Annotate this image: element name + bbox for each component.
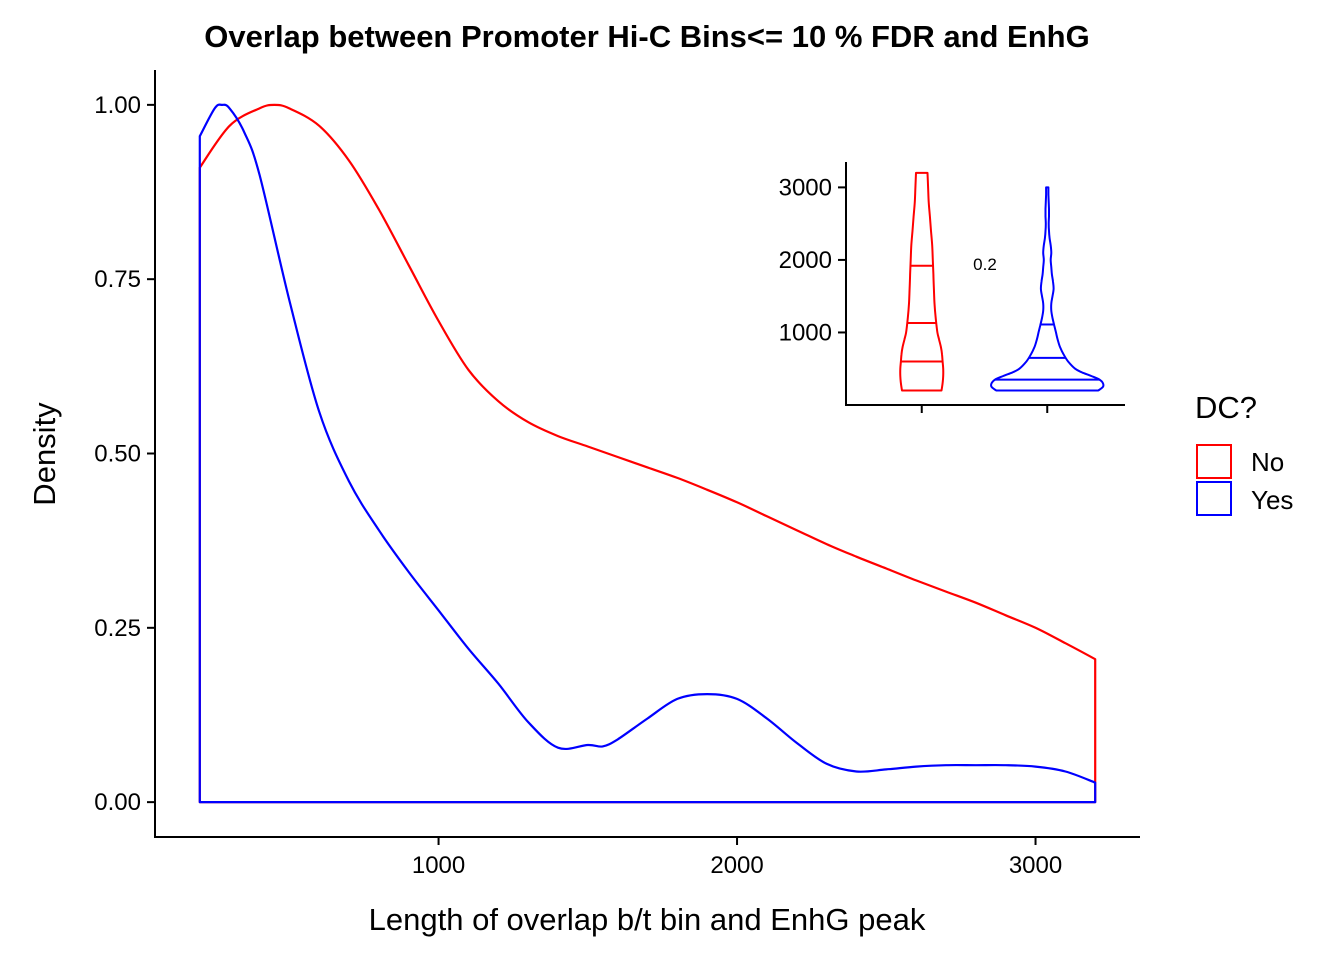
density-line-no <box>198 103 1097 804</box>
inset-violin-plot: 1000 2000 3000 0.2 <box>779 162 1125 413</box>
y-tick-label: 0.00 <box>94 789 141 816</box>
violin-yes <box>990 186 1105 392</box>
y-tick-label: 0.50 <box>94 441 141 468</box>
legend-key-no <box>1196 444 1232 479</box>
inset-y-tick-label: 1000 <box>779 319 832 346</box>
density-line-yes <box>198 103 1097 804</box>
y-tick-label: 0.25 <box>94 615 141 642</box>
main-plot-area: 0.00 0.25 0.50 0.75 1.00 1000 2000 3000 <box>94 70 1140 879</box>
chart-title: Overlap between Promoter Hi-C Bins<= 10 … <box>204 19 1089 54</box>
legend-label-yes: Yes <box>1251 485 1293 515</box>
inset-y-tick-label: 3000 <box>779 174 832 201</box>
inset-violins <box>899 171 1105 392</box>
x-tick-label: 2000 <box>710 852 763 879</box>
violin-no <box>899 171 945 392</box>
x-axis-title: Length of overlap b/t bin and EnhG peak <box>369 902 926 937</box>
x-ticks: 1000 2000 3000 <box>412 837 1062 879</box>
x-tick-label: 3000 <box>1009 852 1062 879</box>
x-tick-label: 1000 <box>412 852 465 879</box>
legend: DC? No Yes <box>1195 390 1293 516</box>
inset-y-ticks: 1000 2000 3000 <box>779 174 846 346</box>
inset-p-value-annotation: 0.2 <box>973 255 997 274</box>
legend-key-yes <box>1196 481 1232 516</box>
y-ticks: 0.00 0.25 0.50 0.75 1.00 <box>94 92 155 816</box>
inset-y-tick-label: 2000 <box>779 247 832 274</box>
density-series <box>198 103 1097 804</box>
legend-title: DC? <box>1195 390 1257 425</box>
inset-x-ticks <box>920 405 1049 413</box>
legend-label-no: No <box>1251 447 1284 477</box>
y-tick-label: 1.00 <box>94 92 141 119</box>
y-tick-label: 0.75 <box>94 266 141 293</box>
y-axis-title: Density <box>27 402 62 506</box>
